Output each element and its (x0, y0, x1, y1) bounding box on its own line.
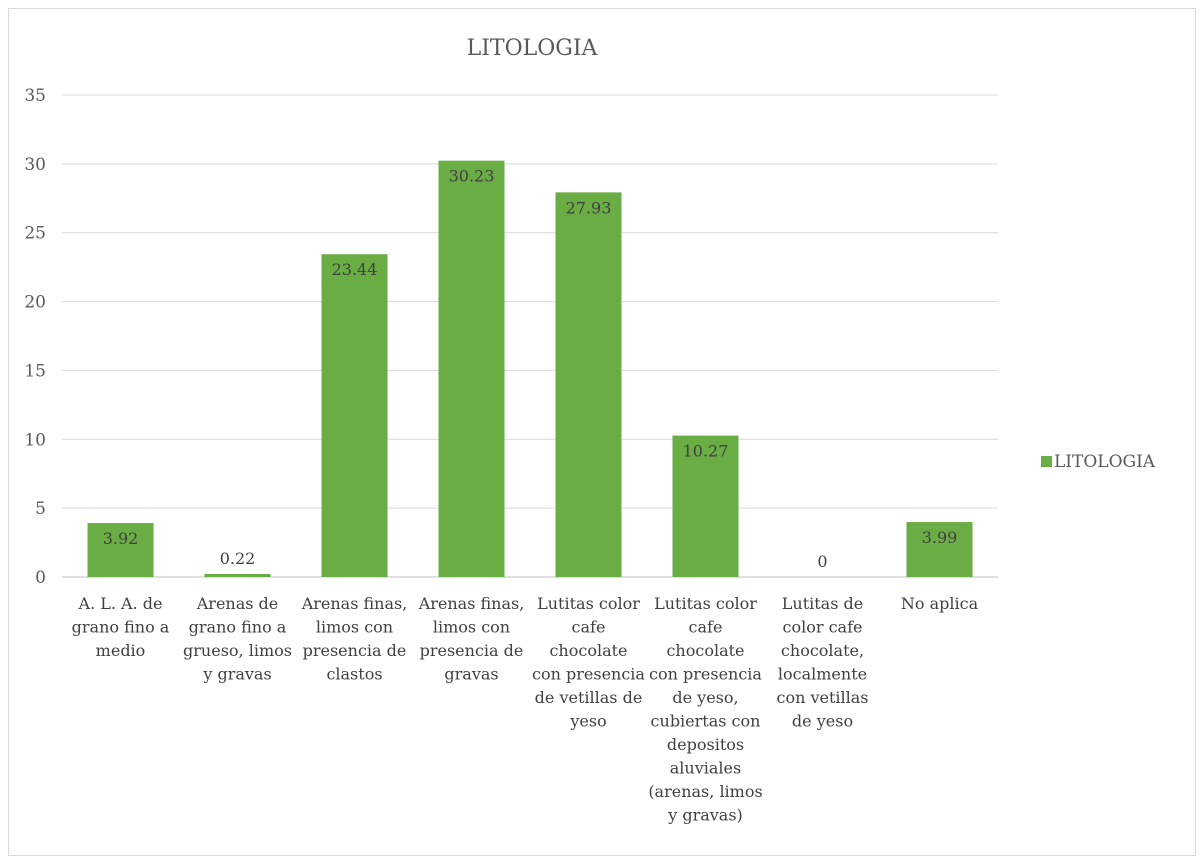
data-label: 10.27 (683, 442, 729, 461)
y-tick-label: 30 (24, 155, 46, 175)
x-tick-label: Arenas finas, limos con presencia de gravas (418, 594, 525, 684)
bar (906, 522, 973, 577)
data-label: 0.22 (220, 549, 256, 568)
x-tick-label-line: No aplica (901, 594, 979, 613)
x-tick-label-line: yeso (569, 712, 606, 731)
bar (204, 573, 271, 577)
x-tick-label-line: Arenas de (196, 594, 279, 613)
x-tick-label-line: de yeso, (672, 688, 738, 707)
data-label: 3.92 (103, 529, 139, 548)
x-tick-label-line: cafe (572, 618, 606, 637)
bar (87, 523, 154, 577)
data-label: 0 (817, 552, 827, 571)
x-tick-label-line: A. L. A. de (78, 594, 163, 613)
x-tick-label: Lutitas de color cafe chocolate, localmente… (776, 594, 868, 731)
x-tick-label-line: (arenas, limos (648, 782, 762, 801)
x-tick-label-line: Lutitas de (782, 594, 863, 613)
x-tick-label-line: medio (96, 641, 146, 660)
chart-title: LITOLOGIA (467, 36, 599, 61)
x-tick-label-line: presencia de (420, 641, 524, 660)
x-tick-label: Arenas de grano fino a grueso, limos y grav… (183, 594, 292, 684)
x-tick-label-line: y gravas) (667, 806, 743, 825)
x-tick-label-line: grano fino a (72, 618, 170, 637)
x-tick-label: Lutitas color cafe chocolate con presencia d… (532, 594, 645, 731)
data-label: 30.23 (449, 167, 495, 186)
x-tick-label: No aplica (901, 594, 979, 613)
x-tick-label-line: Lutitas color (654, 594, 757, 613)
x-tick-label-line: cubiertas con (651, 712, 761, 731)
x-tick-label-line: color cafe (783, 618, 863, 637)
x-tick-label-line: limos con (316, 618, 393, 637)
y-tick-label: 20 (24, 293, 46, 313)
x-tick-label-line: Arenas finas, (301, 594, 408, 613)
y-tick-label: 10 (24, 430, 46, 450)
x-tick-label-line: depositos (667, 735, 744, 754)
x-tick-label-line: y gravas (202, 665, 271, 684)
legend-swatch (1041, 456, 1052, 467)
legend: LITOLOGIA (1041, 452, 1156, 472)
legend-label: LITOLOGIA (1054, 452, 1156, 472)
gridlines (62, 94, 998, 578)
y-tick-label: 15 (24, 361, 46, 381)
bars (87, 160, 973, 578)
x-tick-label-line: aluviales (670, 759, 741, 778)
x-tick-label-line: gravas (444, 665, 498, 684)
x-tick-label: Arenas finas, limos con presencia de clasto… (301, 594, 408, 684)
x-tick-label-line: Arenas finas, (418, 594, 525, 613)
x-tick-label-line: presencia de (303, 641, 407, 660)
x-tick-label-line: chocolate (549, 641, 627, 660)
y-tick-label: 35 (24, 86, 46, 106)
x-tick-label: Lutitas color cafe chocolate con presencia d… (648, 594, 762, 825)
data-label: 27.93 (566, 198, 612, 217)
data-label: 3.99 (922, 528, 958, 547)
x-tick-label-line: cafe (689, 618, 723, 637)
x-tick-label-line: chocolate, (781, 641, 864, 660)
y-tick-label: 5 (35, 499, 46, 519)
x-tick-label-line: de vetillas de (535, 688, 643, 707)
x-tick-label-line: grano fino a (189, 618, 287, 637)
y-tick-label: 0 (35, 568, 46, 588)
x-tick-label-line: limos con (433, 618, 510, 637)
y-axis-ticks: 0 5 10 15 20 25 30 35 (24, 86, 46, 588)
x-tick-label-line: localmente (778, 665, 867, 684)
bar (438, 160, 505, 578)
bar (321, 254, 388, 578)
x-tick-label-line: grueso, limos (183, 641, 292, 660)
data-label: 23.44 (332, 260, 378, 279)
x-axis-ticks: A. L. A. de grano fino a medio Arenas de gra… (72, 594, 979, 825)
x-tick-label-line: con presencia (649, 665, 762, 684)
x-tick-label-line: con presencia (532, 665, 645, 684)
x-tick-label-line: de yeso (792, 712, 853, 731)
x-tick-label-line: Lutitas color (537, 594, 640, 613)
y-tick-label: 25 (24, 224, 46, 244)
data-labels: 3.92 0.22 23.44 30.23 27.93 10.27 0 3.99 (103, 167, 958, 571)
bar (555, 192, 622, 577)
bar (672, 435, 739, 577)
x-tick-label-line: clastos (326, 665, 382, 684)
x-tick-label-line: con vetillas (776, 688, 868, 707)
x-tick-label-line: chocolate (666, 641, 744, 660)
x-tick-label: A. L. A. de grano fino a medio (72, 594, 170, 660)
